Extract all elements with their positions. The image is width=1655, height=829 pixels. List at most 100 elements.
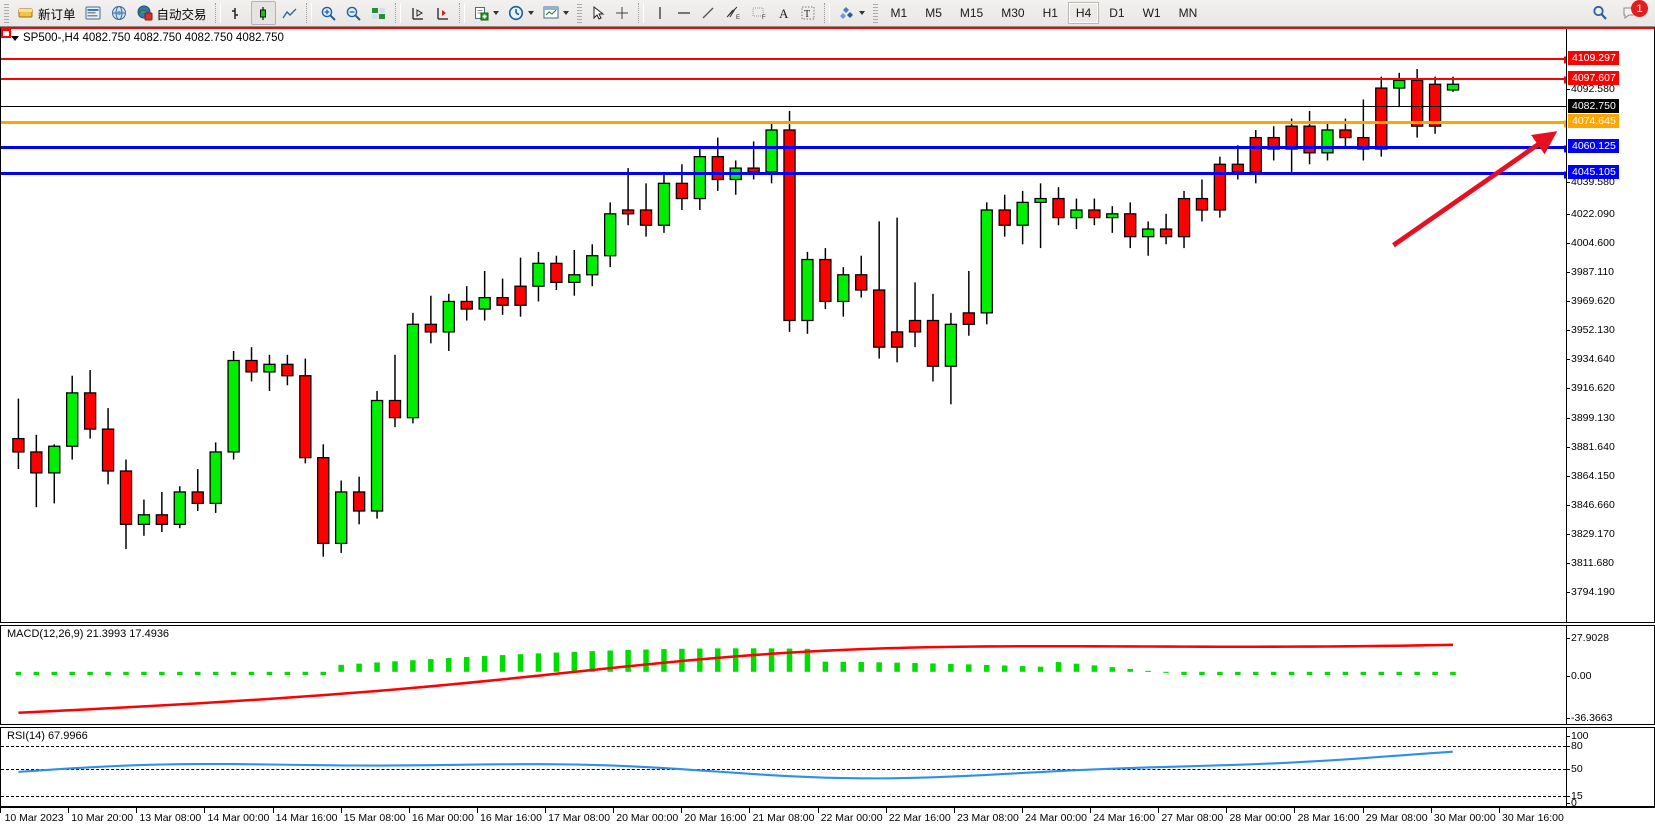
timeframe-m30[interactable]: M30 [1001, 6, 1025, 20]
time-label: 28 Mar 00:00 [1229, 812, 1292, 824]
time-label: 24 Mar 16:00 [1093, 812, 1156, 824]
rsi-label: RSI(14) 67.9966 [7, 730, 88, 742]
toolbar-gripper-1[interactable] [4, 3, 9, 23]
text-box-button[interactable]: T [797, 1, 819, 25]
time-label: 22 Mar 16:00 [888, 812, 951, 824]
grid-button[interactable] [367, 1, 390, 25]
period-clock-icon [508, 5, 523, 21]
rsi-tick: 0 [1567, 797, 1577, 807]
level-line-resistance-2[interactable] [1, 76, 1571, 84]
crosshair-icon [615, 7, 628, 19]
shift-end-button[interactable] [431, 1, 454, 25]
time-tick [1430, 808, 1432, 813]
trendline-icon [702, 7, 713, 19]
time-label: 16 Mar 16:00 [480, 812, 542, 824]
toolbar-gripper-3[interactable] [872, 3, 878, 23]
timeframe-m1[interactable]: M1 [890, 6, 908, 20]
period-caret-icon[interactable] [527, 11, 534, 15]
rsi-pane[interactable]: RSI(14) 67.9966 100 80 50 15 0 [0, 727, 1655, 807]
templates-caret-icon[interactable] [562, 11, 569, 15]
macd-label: MACD(12,26,9) 21.3993 17.4936 [7, 628, 170, 640]
zoom-in-button[interactable] [317, 1, 340, 25]
add-indicator-button[interactable] [470, 1, 502, 25]
time-tick [817, 808, 819, 813]
timeframe-m15[interactable]: M15 [959, 6, 984, 20]
crosshair-button[interactable] [611, 1, 633, 25]
price-tick: 3952.130 [1567, 324, 1615, 336]
timeframe-d1[interactable]: D1 [1109, 6, 1125, 20]
rsi-tick: 80 [1567, 740, 1583, 752]
trendline-button[interactable] [697, 1, 719, 25]
time-tick [1362, 808, 1364, 813]
price-pane[interactable]: SP500-,H4 4082.750 4082.750 4082.750 408… [0, 27, 1655, 623]
toolbar-gripper-2[interactable] [576, 3, 582, 23]
level-line-entry-level[interactable] [1, 120, 1571, 128]
time-label: 13 Mar 08:00 [139, 812, 202, 824]
add-indicator-caret-icon[interactable] [492, 11, 499, 15]
toolbar-separator-4 [458, 3, 465, 23]
price-badge[interactable]: 4082.750 [1568, 99, 1619, 113]
rsi-axis[interactable]: 100 80 50 15 0 [1566, 728, 1654, 806]
zoom-out-button[interactable] [342, 1, 365, 25]
vertical-line-button[interactable] [649, 1, 671, 25]
price-badge[interactable]: 4097.607 [1568, 71, 1619, 85]
chart-area[interactable]: SP500-,H4 4082.750 4082.750 4082.750 408… [0, 27, 1655, 829]
candlestick-series [12, 69, 1460, 557]
cursor-button[interactable] [587, 1, 609, 25]
level-line-support-2[interactable] [1, 171, 1571, 179]
line-chart-button[interactable] [278, 1, 301, 25]
equidistant-channel-button[interactable]: F [747, 1, 771, 25]
time-label: 24 Mar 00:00 [1025, 812, 1087, 824]
horizontal-line-button[interactable] [673, 1, 695, 25]
timeframe-h4[interactable]: H4 [1067, 2, 1100, 24]
symbol-collapse-icon[interactable] [11, 36, 19, 41]
bar-chart-button[interactable] [226, 1, 249, 25]
notifications-button[interactable]: 1 [1619, 0, 1648, 25]
time-label: 15 Mar 08:00 [343, 812, 406, 824]
fibonacci-button[interactable]: E [721, 1, 745, 25]
search-button[interactable] [1588, 1, 1612, 25]
price-tick: 4039.580 [1567, 176, 1615, 188]
time-axis[interactable]: 10 Mar 2023 10 Mar 20:00 13 Mar 08:00 14 Ma… [0, 807, 1655, 829]
globe-button[interactable] [107, 1, 131, 25]
price-badge[interactable]: 4045.105 [1568, 165, 1619, 179]
macd-axis[interactable]: 27.9028 0.00 -36.3663 [1566, 626, 1654, 724]
auto-trading-button[interactable]: 自动交易 [133, 1, 210, 25]
price-badge[interactable]: 4109.297 [1568, 51, 1619, 65]
fibonacci-icon: E [726, 6, 740, 21]
timeframe-mn[interactable]: MN [1178, 6, 1198, 20]
timeframe-group: M1 M5 M15 M30 H1 H4 D1 W1 MN [882, 2, 1207, 24]
timeframe-h1[interactable]: H1 [1042, 6, 1058, 20]
time-label: 20 Mar 00:00 [616, 812, 679, 824]
level-line-support-1[interactable] [1, 145, 1571, 153]
price-axis[interactable]: 4092.580 4039.580 4022.090 4004.600 3987.110… [1566, 29, 1654, 622]
terminal-button[interactable] [81, 1, 105, 25]
objects-button[interactable] [835, 1, 868, 25]
time-tick [1021, 808, 1023, 813]
level-line-current-price[interactable] [1, 106, 1566, 107]
time-label: 29 Mar 08:00 [1365, 812, 1428, 824]
bar-chart-icon [231, 7, 238, 19]
period-button[interactable] [504, 1, 537, 25]
shift-start-button[interactable] [406, 1, 429, 25]
time-tick [545, 808, 547, 813]
price-badge[interactable]: 4074.645 [1568, 114, 1619, 128]
text-label-button[interactable]: A [773, 1, 795, 25]
rsi-tick: 15 [1567, 790, 1583, 802]
level-line-resistance-1[interactable] [1, 56, 1571, 64]
objects-caret-icon[interactable] [858, 11, 865, 15]
time-label: 20 Mar 16:00 [684, 812, 747, 824]
candlestick-chart-button[interactable] [250, 1, 276, 25]
timeframe-w1[interactable]: W1 [1142, 6, 1161, 20]
new-order-button[interactable]: 新订单 [14, 1, 79, 25]
zoom-in-icon [321, 6, 336, 21]
templates-button[interactable] [539, 1, 572, 25]
grid-icon [371, 7, 385, 19]
notification-badge: 1 [1631, 0, 1648, 17]
price-badge[interactable]: 4060.125 [1568, 139, 1619, 153]
timeframe-m5[interactable]: M5 [925, 6, 942, 20]
macd-pane[interactable]: MACD(12,26,9) 21.3993 17.4936 27.9028 0.0… [0, 625, 1655, 725]
macd-tick: 0.00 [1566, 670, 1592, 682]
price-tick: 3987.110 [1566, 266, 1615, 278]
